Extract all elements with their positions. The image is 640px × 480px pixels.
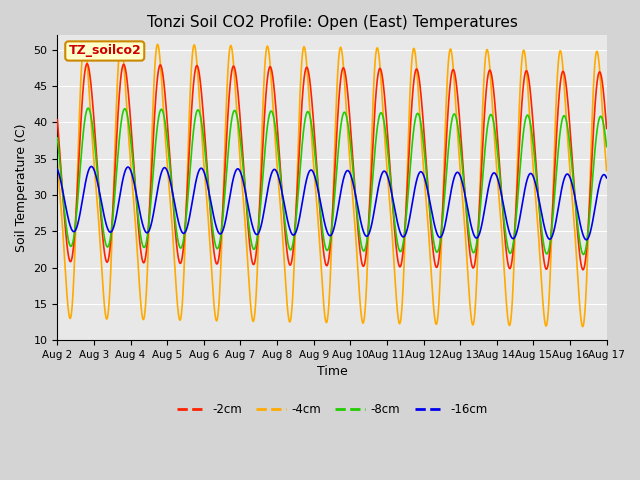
X-axis label: Time: Time bbox=[317, 365, 348, 379]
Y-axis label: Soil Temperature (C): Soil Temperature (C) bbox=[15, 123, 28, 252]
Text: TZ_soilco2: TZ_soilco2 bbox=[68, 45, 141, 58]
Legend: -2cm, -4cm, -8cm, -16cm: -2cm, -4cm, -8cm, -16cm bbox=[172, 398, 492, 420]
Title: Tonzi Soil CO2 Profile: Open (East) Temperatures: Tonzi Soil CO2 Profile: Open (East) Temp… bbox=[147, 15, 517, 30]
